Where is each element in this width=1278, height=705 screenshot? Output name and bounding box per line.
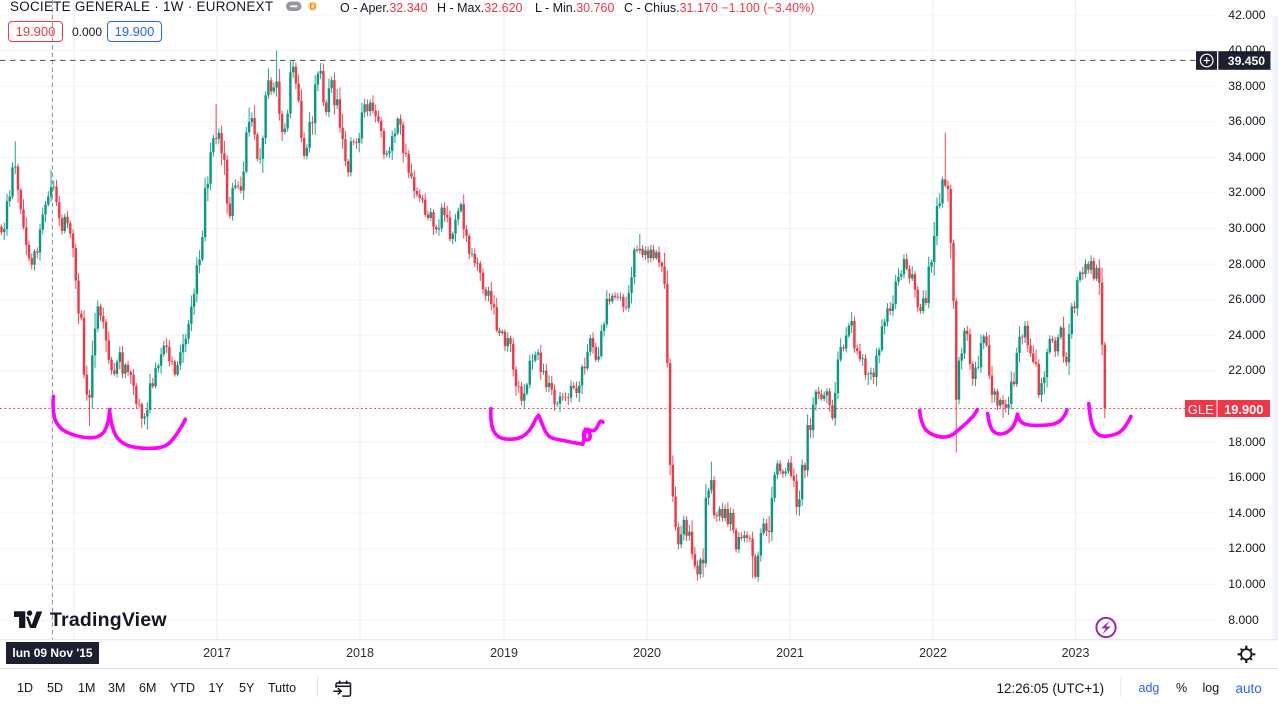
svg-text:D: D: [309, 1, 316, 12]
